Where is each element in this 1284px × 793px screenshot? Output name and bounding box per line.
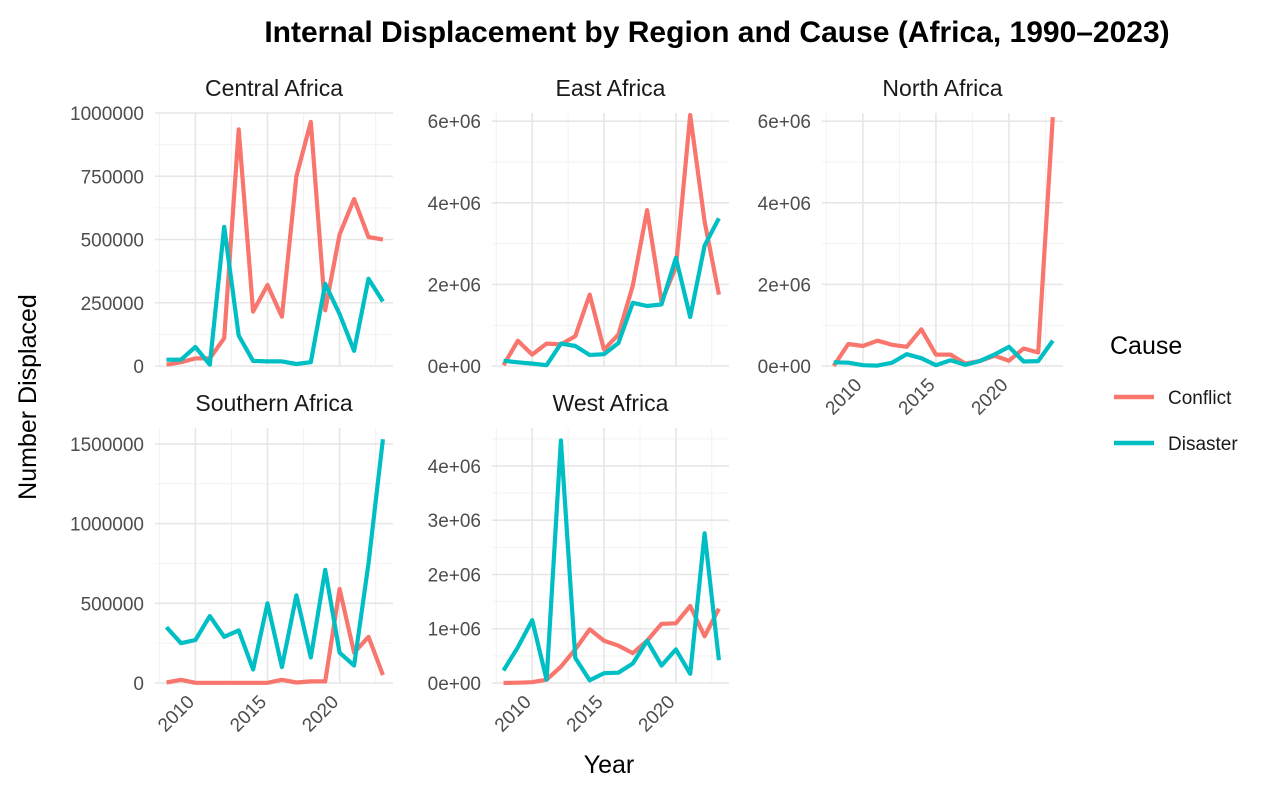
series-line-conflict	[166, 586, 385, 685]
y-tick-label: 4e+06	[758, 194, 811, 215]
series-line-conflict	[166, 119, 384, 367]
y-tick-label: 0e+00	[428, 674, 481, 695]
facet-east-africa: East Africa 0e+00 2e+06 4e+06 6e+06	[428, 75, 729, 378]
facet-strip-label: Central Africa	[205, 75, 343, 101]
legend-title: Cause	[1110, 332, 1182, 360]
series-lines	[501, 113, 721, 368]
legend-label-disaster: Disaster	[1168, 434, 1238, 455]
y-tick-label: 1000000	[70, 515, 144, 536]
series-line-conflict	[501, 113, 721, 367]
series-lines	[831, 116, 1055, 368]
facet-west-africa: West Africa 0e+00 1e+06 2e+06 3e+06 4e+06 2010…	[428, 390, 729, 736]
legend-label-conflict: Conflict	[1168, 388, 1232, 409]
x-tick-label: 2020	[635, 692, 680, 737]
chart-title: Internal Displacement by Region and Caus…	[264, 16, 1169, 49]
facet-strip-label: North Africa	[882, 75, 1002, 101]
series-line-disaster	[503, 217, 721, 368]
y-tick-label: 1e+06	[428, 620, 481, 641]
y-tick-label: 4e+06	[428, 457, 481, 478]
y-tick-label: 3e+06	[428, 511, 481, 532]
series-line-conflict	[503, 603, 721, 686]
x-tick-label: 2020	[968, 375, 1013, 420]
x-tick-label: 2015	[563, 692, 608, 737]
series-line-conflict	[831, 116, 1055, 368]
y-tick-label: 6e+06	[428, 112, 481, 133]
facet-strip-label: West Africa	[553, 390, 669, 416]
legend: Cause Conflict Disaster	[1110, 332, 1238, 455]
series-line-disaster	[833, 339, 1055, 368]
y-tick-label: 250000	[81, 294, 144, 315]
x-tick-label: 2010	[154, 692, 199, 737]
y-tick-label: 0e+00	[428, 357, 481, 378]
y-tick-label: 2e+06	[758, 275, 811, 296]
series-lines	[166, 119, 385, 367]
facet-strip-label: Southern Africa	[195, 390, 352, 416]
facet-southern-africa: Southern Africa 0 500000 1000000 1500000 2010…	[70, 390, 393, 736]
facet-strip-label: East Africa	[556, 75, 666, 101]
facet-central-africa: Central Africa 0 250000 500000 750000 1000000	[70, 75, 393, 378]
y-tick-label: 2e+06	[428, 275, 481, 296]
y-tick-label: 4e+06	[428, 194, 481, 215]
y-tick-label: 0	[133, 674, 144, 695]
y-tick-label: 2e+06	[428, 565, 481, 586]
y-tick-label: 0e+00	[758, 357, 811, 378]
y-axis-title: Number Displaced	[14, 294, 42, 500]
series-lines	[501, 438, 721, 686]
y-tick-label: 500000	[81, 231, 144, 252]
facet-north-africa: North Africa 0e+00 2e+06 4e+06 6e+06 2010 2015…	[758, 75, 1063, 419]
x-tick-label: 2015	[895, 375, 940, 420]
y-tick-label: 500000	[81, 594, 144, 615]
x-tick-label: 2015	[226, 692, 271, 737]
x-tick-label: 2020	[298, 692, 343, 737]
series-line-disaster	[166, 224, 385, 367]
series-lines	[164, 438, 385, 685]
y-tick-label: 750000	[81, 167, 144, 188]
series-line-disaster	[164, 438, 385, 672]
y-tick-label: 1000000	[70, 104, 144, 125]
x-tick-label: 2010	[491, 692, 536, 737]
x-tick-label: 2010	[822, 375, 867, 420]
series-line-disaster	[501, 438, 721, 683]
x-axis-title: Year	[584, 751, 635, 779]
facet-panels: Central Africa 0 250000 500000 750000 1000000…	[70, 75, 1063, 736]
y-tick-label: 0	[133, 357, 144, 378]
y-tick-label: 6e+06	[758, 112, 811, 133]
y-tick-label: 1500000	[70, 435, 144, 456]
